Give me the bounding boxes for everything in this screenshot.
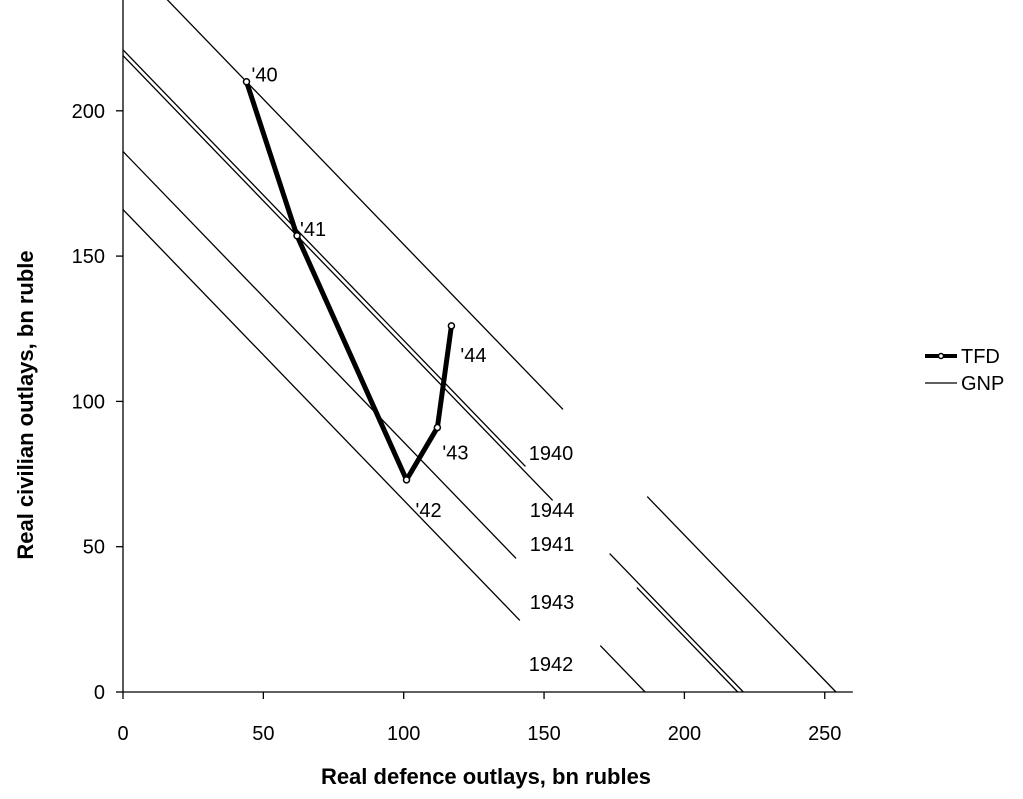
x-tick-label: 150 bbox=[527, 723, 560, 745]
tfd-series bbox=[242, 77, 456, 484]
x-tick-label: 200 bbox=[668, 723, 701, 745]
legend: TFD GNP bbox=[925, 346, 1004, 395]
legend-item-tfd: TFD bbox=[925, 346, 1000, 368]
gnp-line-label-1944: 1944 bbox=[530, 500, 575, 522]
tfd-point-label: '41 bbox=[300, 219, 326, 241]
y-tick-label: 200 bbox=[72, 101, 105, 123]
tfd-point-labels: '40 '41 '42 '43 '44 bbox=[252, 65, 487, 522]
gnp-iso-lines bbox=[122, 0, 837, 693]
y-tick-label: 50 bbox=[83, 537, 105, 559]
x-tick-label: 250 bbox=[808, 723, 841, 745]
y-axis-title: Real civilian outlays, bn ruble bbox=[13, 250, 38, 559]
tfd-point-label: '42 bbox=[416, 500, 442, 522]
x-axis-title: Real defence outlays, bn rubles bbox=[321, 764, 651, 789]
tfd-point bbox=[433, 423, 442, 432]
gnp-line-label-1943: 1943 bbox=[530, 592, 575, 614]
y-tick-label: 100 bbox=[72, 391, 105, 413]
legend-label-gnp: GNP bbox=[961, 373, 1004, 395]
gnp-line-1943 bbox=[599, 645, 646, 693]
gnp-line-1941 bbox=[122, 55, 554, 501]
gnp-line-1942 bbox=[122, 209, 521, 621]
gnp-line-1943 bbox=[122, 151, 517, 559]
x-tick-label: 50 bbox=[252, 723, 274, 745]
tfd-point-label: '44 bbox=[460, 345, 486, 367]
x-tick-label: 100 bbox=[387, 723, 420, 745]
tfd-point-label: '40 bbox=[252, 65, 278, 87]
y-tick-label: 150 bbox=[72, 246, 105, 268]
gnp-line-1944 bbox=[122, 49, 526, 467]
gnp-line-1940 bbox=[166, 0, 564, 410]
tfd-point bbox=[293, 232, 301, 240]
x-tick-label: 0 bbox=[117, 723, 128, 745]
gnp-line-1944 bbox=[609, 553, 744, 693]
tfd-point-label: '43 bbox=[442, 443, 468, 465]
tfd-line bbox=[244, 80, 454, 483]
gnp-line-label-1941: 1941 bbox=[530, 534, 575, 556]
gnp-iso-labels: 1940 1944 1941 1943 1942 bbox=[529, 443, 575, 676]
gnp-line-label-1942: 1942 bbox=[529, 654, 574, 676]
y-tick-label: 0 bbox=[94, 682, 105, 704]
tfd-point bbox=[242, 77, 251, 86]
tfd-point bbox=[447, 322, 456, 330]
legend-marker-tfd bbox=[937, 352, 945, 360]
axes bbox=[122, 0, 853, 693]
legend-item-gnp: GNP bbox=[925, 373, 1004, 395]
gnp-line-1941 bbox=[636, 587, 739, 693]
legend-label-tfd: TFD bbox=[961, 346, 1000, 368]
tfd-point bbox=[402, 476, 411, 484]
x-axis-ticks: 0 50 100 150 200 250 bbox=[117, 692, 841, 745]
gnp-line-1940 bbox=[646, 496, 837, 693]
gnp-line-label-1940: 1940 bbox=[529, 443, 574, 465]
